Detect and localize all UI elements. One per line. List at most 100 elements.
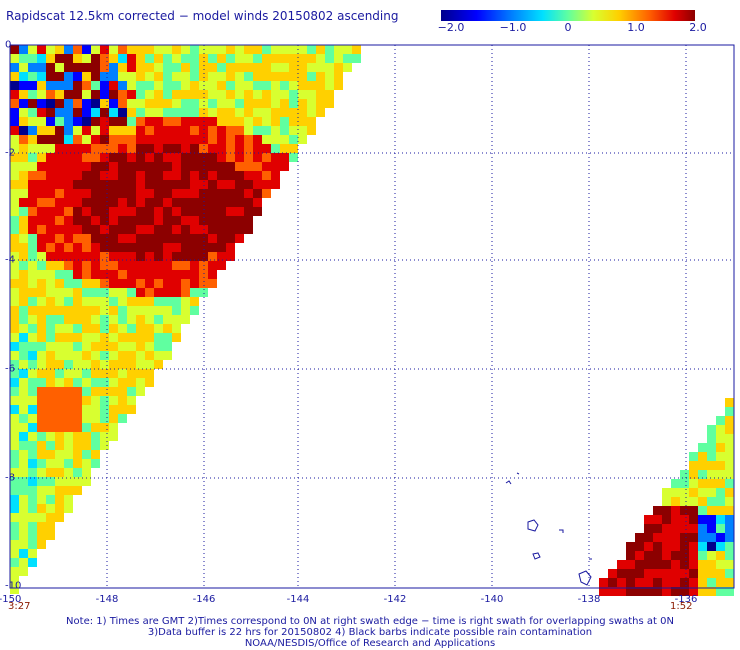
wind-cell <box>55 378 64 387</box>
wind-cell <box>100 378 109 387</box>
wind-cell <box>698 533 707 542</box>
wind-cell <box>725 425 734 434</box>
wind-cell <box>136 63 145 72</box>
wind-cell <box>172 297 181 306</box>
wind-cell <box>55 477 64 486</box>
wind-cell <box>64 297 73 306</box>
wind-cell <box>172 90 181 99</box>
wind-cell <box>707 533 716 542</box>
wind-cell <box>100 171 109 180</box>
wind-cell <box>725 506 734 515</box>
wind-cell <box>208 279 217 288</box>
wind-cell <box>662 542 671 551</box>
wind-cell <box>617 587 626 596</box>
wind-cell <box>28 225 37 234</box>
wind-cell <box>28 333 37 342</box>
wind-cell <box>91 252 100 261</box>
colorbar <box>441 10 695 21</box>
wind-cell <box>118 216 127 225</box>
wind-cell <box>298 54 307 63</box>
wind-cell <box>154 225 163 234</box>
wind-cell <box>172 333 181 342</box>
wind-cell <box>644 551 653 560</box>
wind-cell <box>73 126 82 135</box>
wind-cell <box>653 515 662 524</box>
wind-cell <box>109 45 118 54</box>
wind-cell <box>109 378 118 387</box>
wind-cell <box>154 81 163 90</box>
wind-cell <box>163 207 172 216</box>
wind-cell <box>244 207 253 216</box>
wind-cell <box>244 216 253 225</box>
wind-cell <box>28 531 37 540</box>
wind-cell <box>37 504 46 513</box>
wind-cell <box>19 441 28 450</box>
wind-cell <box>28 153 37 162</box>
wind-cell <box>28 396 37 405</box>
wind-cell <box>208 270 217 279</box>
wind-cell <box>181 279 190 288</box>
wind-cell <box>19 153 28 162</box>
wind-cell <box>698 578 707 587</box>
wind-cell <box>10 396 19 405</box>
wind-cell <box>37 459 46 468</box>
wind-cell <box>10 522 19 531</box>
wind-cell <box>55 261 64 270</box>
wind-cell <box>91 414 100 423</box>
wind-cell <box>91 234 100 243</box>
wind-cell <box>91 198 100 207</box>
wind-cell <box>725 416 734 425</box>
wind-cell <box>19 99 28 108</box>
wind-cell <box>10 414 19 423</box>
wind-cell <box>599 578 608 587</box>
wind-cell <box>109 189 118 198</box>
wind-cell <box>644 533 653 542</box>
wind-cell <box>689 551 698 560</box>
wind-cell <box>127 180 136 189</box>
wind-cell <box>325 90 334 99</box>
wind-cell <box>127 378 136 387</box>
wind-cell <box>37 135 46 144</box>
wind-cell <box>28 99 37 108</box>
wind-cell <box>28 108 37 117</box>
wind-cell <box>199 216 208 225</box>
wind-cell <box>181 189 190 198</box>
wind-cell <box>37 198 46 207</box>
wind-cell <box>136 144 145 153</box>
wind-cell <box>244 180 253 189</box>
wind-cell <box>707 551 716 560</box>
wind-cell <box>82 117 91 126</box>
wind-cell <box>208 198 217 207</box>
wind-cell <box>64 432 73 441</box>
wind-cell <box>55 81 64 90</box>
wind-cell <box>127 315 136 324</box>
wind-cell <box>199 171 208 180</box>
wind-cell <box>109 351 118 360</box>
wind-cell <box>55 414 64 423</box>
wind-cell <box>10 144 19 153</box>
wind-cell <box>28 441 37 450</box>
wind-cell <box>226 117 235 126</box>
wind-cell <box>235 90 244 99</box>
wind-cell <box>190 243 199 252</box>
wind-cell <box>109 324 118 333</box>
wind-cell <box>118 270 127 279</box>
wind-cell <box>55 405 64 414</box>
wind-cell <box>181 162 190 171</box>
wind-cell <box>235 198 244 207</box>
wind-cell <box>181 261 190 270</box>
wind-cell <box>244 144 253 153</box>
wind-cell <box>64 288 73 297</box>
x-axis-label: -150 <box>0 594 22 605</box>
wind-cell <box>19 216 28 225</box>
wind-cell <box>190 198 199 207</box>
wind-cell <box>28 468 37 477</box>
wind-cell <box>109 369 118 378</box>
wind-cell <box>154 288 163 297</box>
wind-cell <box>82 63 91 72</box>
wind-cell <box>19 558 28 567</box>
wind-cell <box>181 108 190 117</box>
wind-cell <box>19 351 28 360</box>
wind-cell <box>244 135 253 144</box>
wind-cell <box>127 333 136 342</box>
